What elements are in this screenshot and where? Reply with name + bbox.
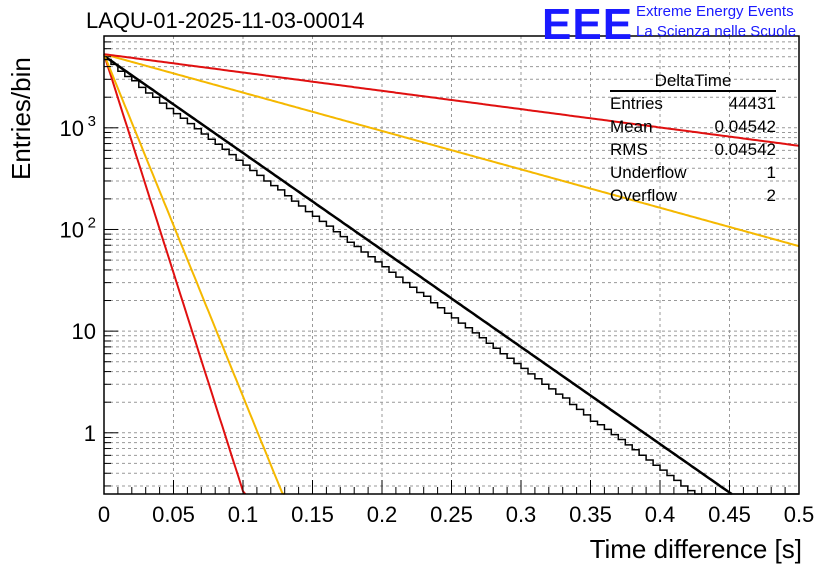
y-axis-label: Entries/bin [6, 57, 36, 180]
x-tick-label: 0.05 [152, 502, 195, 527]
fit-red-slow [103, 53, 800, 147]
y-tick-label: 10 [60, 116, 84, 141]
x-tick-label: 0 [98, 502, 110, 527]
y-tick-exponent: 2 [88, 214, 96, 231]
chart-title: LAQU-01-2025-11-03-00014 [86, 8, 365, 33]
y-tick-label: 10 [60, 217, 84, 242]
x-tick-label: 0.45 [708, 502, 751, 527]
ticks [103, 35, 800, 494]
fit-main-fit [103, 54, 733, 496]
stats-row: Mean 0.04542 [610, 117, 776, 136]
stats-row: Overflow 2 [610, 186, 776, 205]
x-tick-label: 0.25 [430, 502, 473, 527]
fit-curves [103, 53, 800, 496]
stats-box: DeltaTime Entries 44431 Mean 0.04542 RMS 0.… [610, 72, 776, 207]
x-tick-label: 0.5 [784, 502, 815, 527]
y-tick-label: 1 [84, 421, 96, 446]
x-tick-label: 0.1 [228, 502, 259, 527]
stats-row: RMS 0.04542 [610, 140, 776, 159]
y-tick-exponent: 3 [88, 113, 96, 130]
eee-subtitle-2: La Scienza nelle Scuole [636, 23, 797, 40]
x-tick-label: 0.4 [645, 502, 676, 527]
fit-orange-fast [103, 53, 285, 495]
x-axis-label: Time difference [s] [589, 534, 802, 564]
x-tick-label: 0.35 [569, 502, 612, 527]
stats-row: Entries 44431 [610, 94, 776, 113]
x-tick-label: 0.2 [367, 502, 398, 527]
histogram [104, 58, 799, 495]
fit-orange-slow [103, 53, 800, 248]
y-tick-label: 10 [72, 319, 96, 344]
stats-title: DeltaTime [610, 72, 776, 92]
x-tick-label: 0.15 [291, 502, 334, 527]
stats-row: Underflow 1 [610, 163, 776, 182]
x-tick-label: 0.3 [506, 502, 537, 527]
histogram-steps [104, 58, 799, 495]
fit-red-fast [103, 53, 247, 495]
tick-labels: 0 0.05 0.1 0.15 0.2 0.25 0.3 0.35 0.4 0.45 0.5 1 10 1… [60, 113, 815, 527]
eee-subtitle-1: Extreme Energy Events [636, 3, 794, 20]
eee-logo: EEE [542, 0, 634, 49]
